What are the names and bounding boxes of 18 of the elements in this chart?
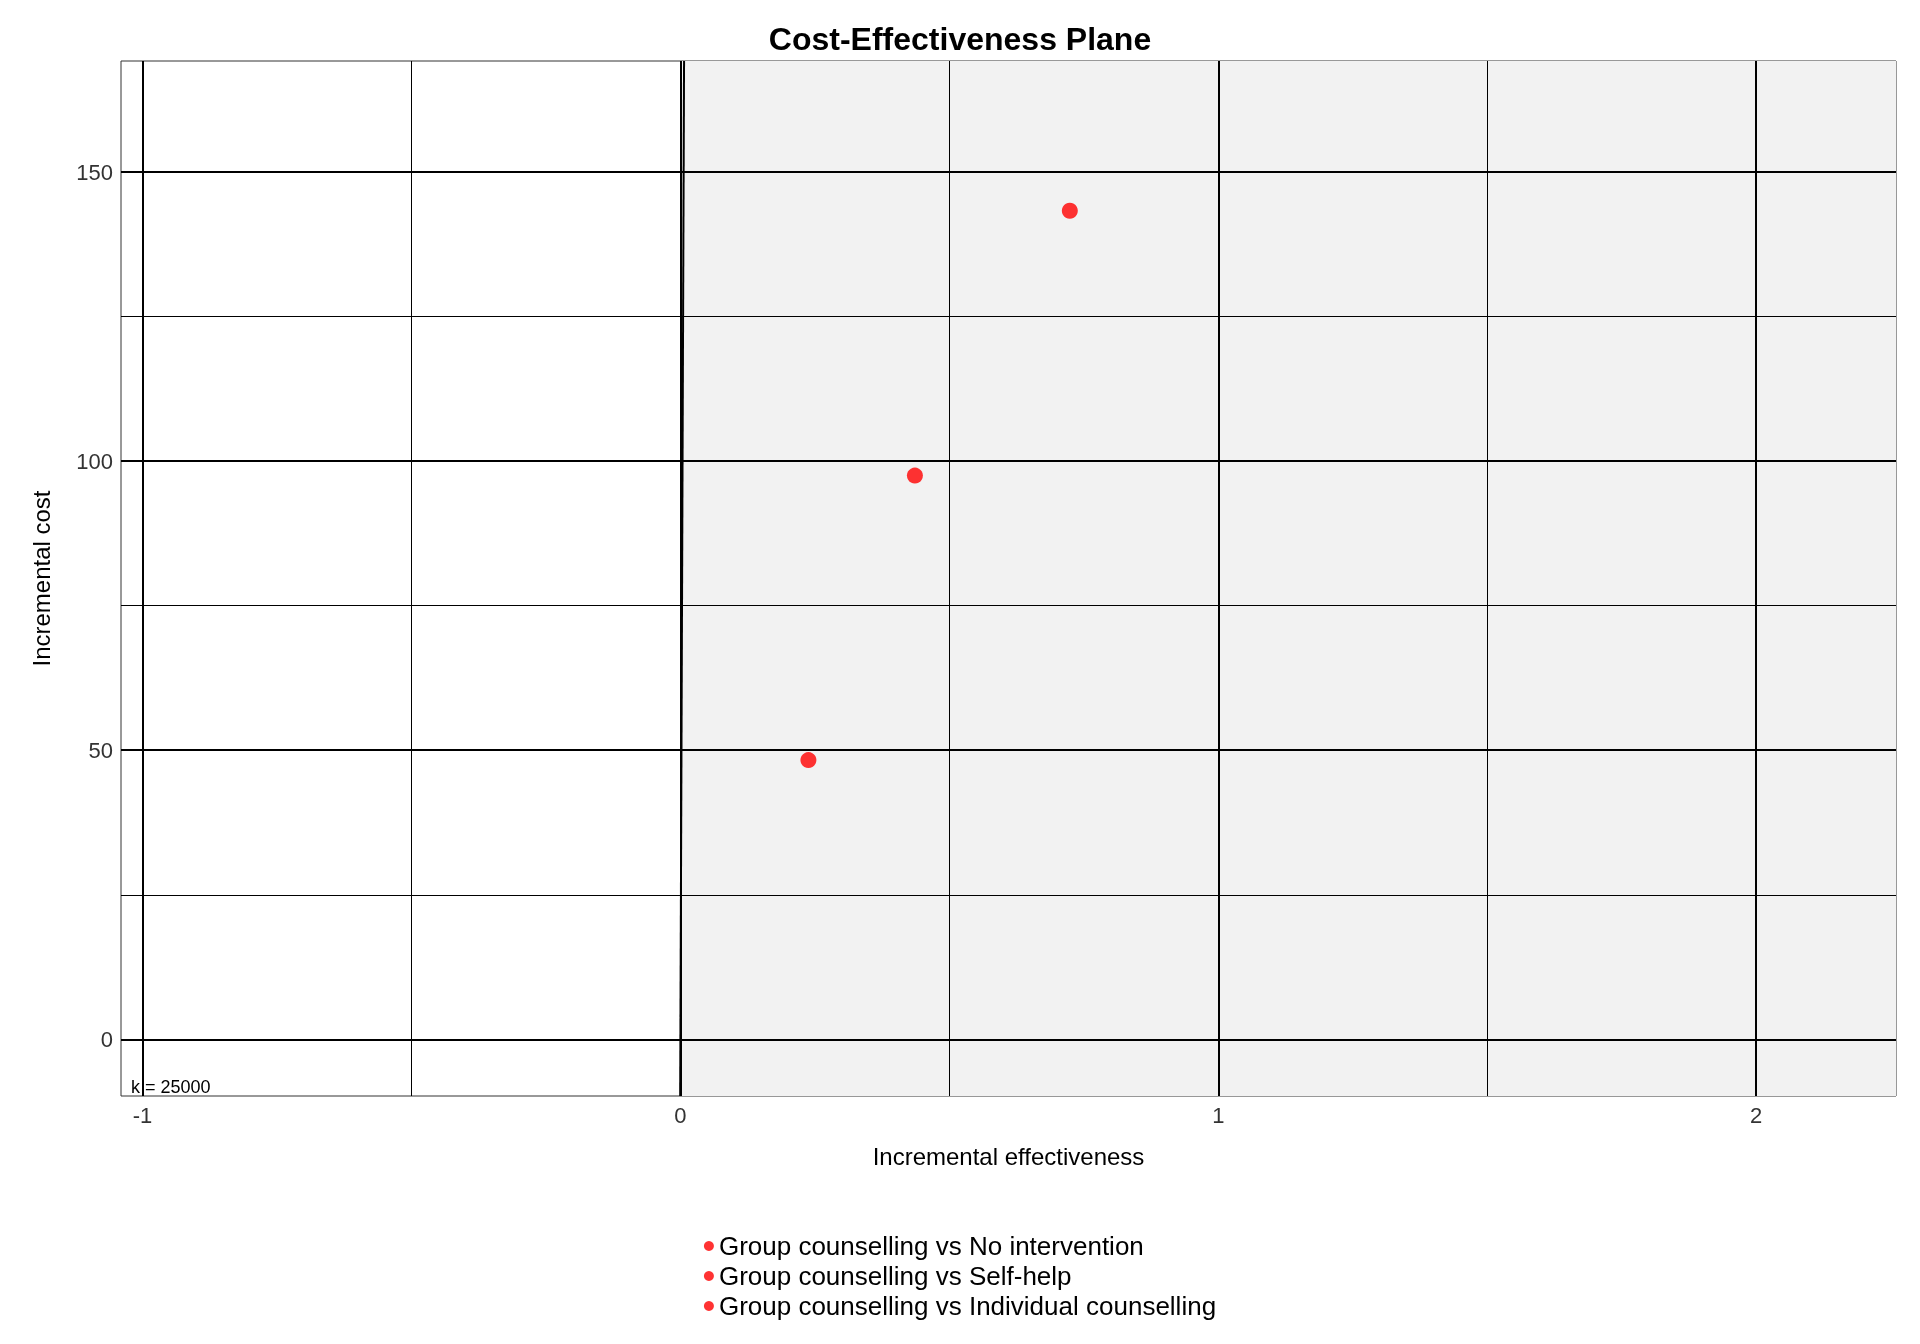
y-tick-label: 100 [76, 448, 113, 474]
point [800, 752, 817, 769]
point [906, 467, 923, 484]
y-tick-label: 50 [88, 737, 113, 763]
x-tick-label: 1 [1212, 1102, 1225, 1128]
y-tick-label: 150 [76, 159, 113, 185]
legend-label: Group counselling vs Individual counselling [718, 1291, 1217, 1321]
point [1061, 202, 1078, 219]
x-tick-label: 0 [674, 1102, 687, 1128]
legend-label: Group counselling vs Self-help [718, 1261, 1072, 1291]
x-tick-label: 2 [1750, 1102, 1763, 1128]
x-axis-title: Incremental effectiveness [872, 1142, 1145, 1170]
y-tick-label: 0 [100, 1026, 113, 1052]
x-tick-label: -1 [132, 1102, 153, 1128]
legend-label: Group counselling vs No intervention [718, 1231, 1144, 1261]
chart-title: Cost-Effectiveness Plane [768, 21, 1152, 57]
y-axis-title: Incremental cost [27, 490, 55, 667]
annotation: k = 25000 [131, 1077, 211, 1097]
